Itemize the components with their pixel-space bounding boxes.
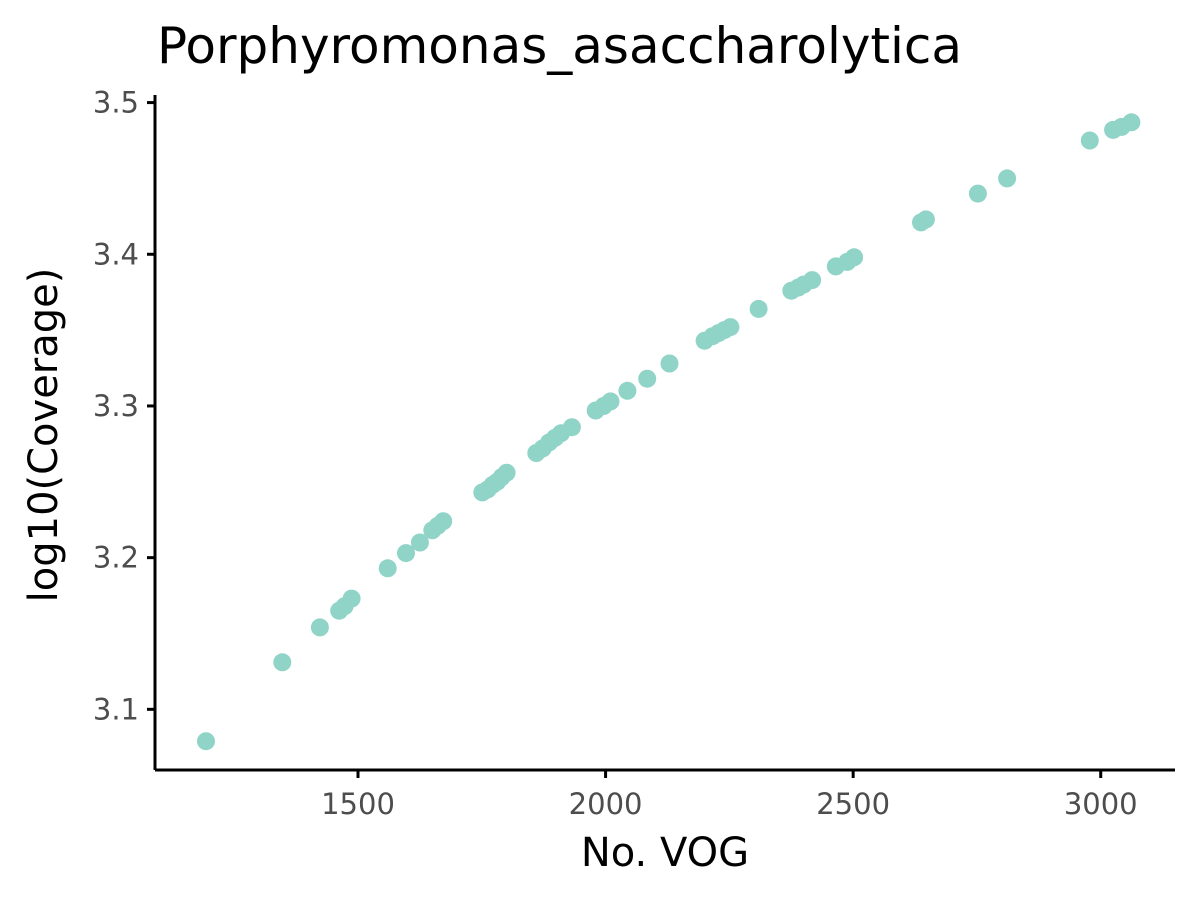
y-tick-label: 3.1: [93, 692, 139, 726]
data-point-2: [273, 653, 292, 672]
data-point-35: [721, 318, 740, 337]
data-point-7: [378, 559, 397, 578]
data-point-1: [197, 732, 215, 751]
data-point-46: [968, 184, 987, 203]
data-point-29: [638, 369, 657, 388]
ticks-layer: 1500 2000 2500 3000 3.1 3.2 3.3 3.4 3.5: [93, 86, 1138, 821]
y-tick-label: 3.4: [93, 237, 139, 271]
data-point-8: [397, 544, 415, 563]
data-point-28: [618, 381, 637, 400]
data-point-6: [342, 589, 361, 608]
y-tick-label: 3.2: [93, 541, 139, 575]
x-tick-label: 1500: [321, 787, 395, 821]
data-point-12: [434, 512, 453, 531]
x-axis-title: No. VOG: [581, 830, 749, 876]
data-point-3: [310, 618, 329, 637]
data-point-43: [845, 248, 864, 267]
y-axis-title: log10(Coverage): [21, 268, 67, 603]
points-layer: [197, 113, 1141, 751]
data-point-24: [562, 418, 581, 437]
data-point-27: [601, 392, 620, 411]
data-point-51: [1122, 113, 1141, 132]
data-point-40: [803, 271, 822, 290]
x-tick-label: 2000: [569, 787, 643, 821]
data-point-36: [749, 299, 768, 318]
data-point-45: [916, 210, 935, 229]
axes-layer: [153, 95, 1175, 772]
data-point-9: [410, 533, 429, 552]
chart-title: Porphyromonas_asaccharolytica: [157, 17, 962, 75]
x-tick-label: 3000: [1064, 787, 1138, 821]
y-tick-label: 3.5: [93, 86, 139, 120]
data-point-47: [998, 169, 1017, 188]
x-tick-label: 2500: [816, 787, 890, 821]
data-point-30: [660, 354, 679, 373]
data-point-48: [1080, 131, 1099, 150]
data-point-18: [497, 463, 516, 482]
y-tick-label: 3.3: [93, 389, 139, 423]
